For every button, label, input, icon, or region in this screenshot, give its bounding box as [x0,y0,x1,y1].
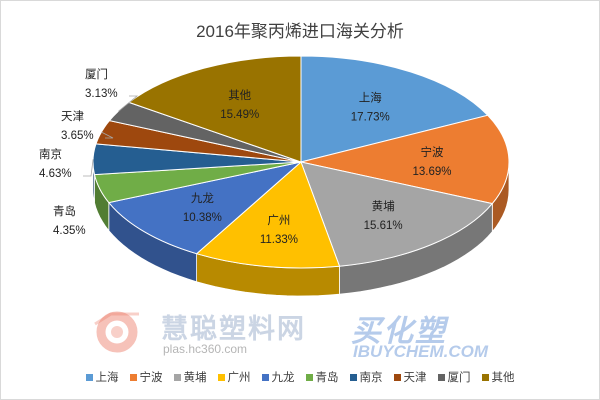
legend-label: 天津 [403,372,427,384]
legend-item-4: 广州 [217,369,251,385]
slice-4-value-label: 11.33% [260,234,298,246]
slice-6-value-label: 4.35% [53,225,86,237]
slice-9-leader-line [118,95,139,112]
legend-swatch-icon [85,373,93,381]
watermark-right-url: IBUYCHEM.COM [353,342,489,361]
chart-legend: 上海 宁波 黄埔 广州 九龙 青岛 南京 天津 厦门 其他 [1,369,599,385]
watermark-right-text: 买化塑 [351,315,447,348]
slice-6-category-label: 青岛 [53,204,76,218]
slice-7-category-label: 南京 [39,147,62,161]
slice-8-value-label: 3.65% [61,130,94,142]
slice-1-value-label: 17.73% [351,111,390,123]
legend-swatch-icon [349,373,357,381]
slice-8-category-label: 天津 [61,110,84,123]
slice-5-category-label: 九龙 [191,192,214,205]
watermark-hc360: 慧聪塑料网 plas.hc360.com [89,306,349,361]
legend-label: 九龙 [271,372,295,384]
slice-2-top [300,114,510,205]
hc360-logo-icon [94,311,139,353]
slice-10-top [127,55,302,163]
slice-3-value-label: 15.61% [364,220,403,232]
slice-1-category-label: 上海 [359,90,382,104]
slice-9-value-label: 3.13% [85,88,118,100]
legend-label: 南京 [359,372,383,384]
slice-7-leader-line [83,159,94,177]
legend-label: 其他 [491,372,515,384]
legend-item-2: 宁波 [129,369,163,385]
legend-label: 黄埔 [183,372,207,384]
slice-5-top [107,161,303,255]
legend-label: 宁波 [139,372,163,384]
chart-title: 2016年聚丙烯进口海关分析 [196,22,404,41]
slice-5-value-label: 10.38% [183,212,222,224]
slice-9-category-label: 厦门 [85,67,108,81]
slice-10-category-label: 其他 [228,89,251,102]
legend-item-3: 黄埔 [173,369,207,385]
legend-swatch-icon [129,373,137,381]
slice-3-top [300,161,494,267]
slice-4-top [195,161,341,269]
legend-label: 广州 [227,372,251,384]
legend-item-5: 九龙 [261,369,295,385]
slice-1-top [300,55,489,163]
legend-item-9: 厦门 [437,369,471,385]
legend-swatch-icon [261,373,269,381]
slice-4-category-label: 广州 [267,214,290,227]
legend-label: 青岛 [315,372,339,384]
legend-item-6: 青岛 [305,369,339,385]
legend-item-8: 天津 [393,369,427,385]
slice-2-category-label: 宁波 [421,145,444,159]
watermark-ibuychem: 买化塑 IBUYCHEM.COM [351,306,561,361]
legend-item-7: 南京 [349,369,383,385]
legend-swatch-icon [217,373,225,381]
legend-item-10: 其他 [481,369,515,385]
watermark-left-text: 慧聪塑料网 [161,314,306,344]
legend-swatch-icon [305,373,313,381]
legend-label: 厦门 [447,372,471,384]
legend-item-1: 上海 [85,369,119,385]
slice-2-value-label: 13.69% [412,166,451,178]
legend-label: 上海 [95,372,119,384]
watermark-left-url: plas.hc360.com [163,342,248,356]
slice-3-category-label: 黄埔 [372,199,395,213]
legend-swatch-icon [393,373,401,381]
legend-swatch-icon [173,373,181,381]
legend-swatch-icon [437,373,445,381]
slice-10-value-label: 15.49% [220,109,259,121]
slice-7-value-label: 4.63% [39,168,72,180]
legend-swatch-icon [481,373,489,381]
slice-8-leader-line [101,131,114,139]
